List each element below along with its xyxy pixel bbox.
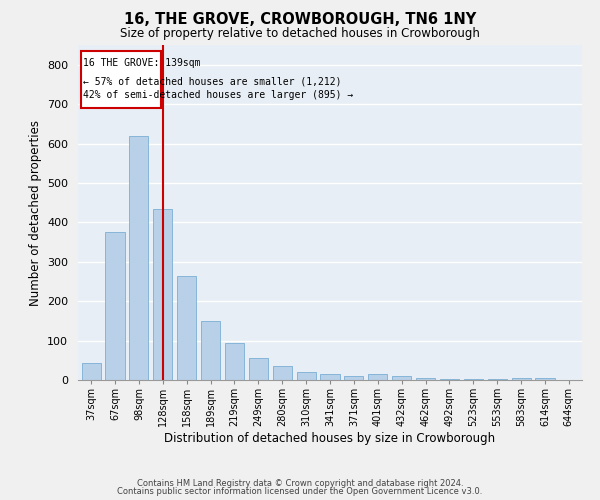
Bar (535, 378, 554, 380)
Y-axis label: Number of detached properties: Number of detached properties (29, 120, 41, 306)
Text: 16 THE GROVE: 139sqm: 16 THE GROVE: 139sqm (83, 58, 201, 68)
Text: Contains HM Land Registry data © Crown copyright and database right 2024.: Contains HM Land Registry data © Crown c… (137, 478, 463, 488)
Bar (177, 276, 196, 380)
Text: ← 57% of detached houses are smaller (1,212): ← 57% of detached houses are smaller (1,… (83, 76, 342, 86)
X-axis label: Distribution of detached houses by size in Crowborough: Distribution of detached houses by size … (164, 432, 496, 445)
Bar (296, 372, 316, 380)
Text: 16, THE GROVE, CROWBOROUGH, TN6 1NY: 16, THE GROVE, CROWBOROUGH, TN6 1NY (124, 12, 476, 28)
Bar (440, 379, 459, 380)
Text: Size of property relative to detached houses in Crowborough: Size of property relative to detached ho… (120, 28, 480, 40)
Bar (153, 208, 172, 380)
Text: 42% of semi-detached houses are larger (895) →: 42% of semi-detached houses are larger (… (83, 90, 354, 101)
Bar (392, 376, 411, 380)
Bar (82, 364, 101, 380)
Bar (272, 366, 292, 380)
Bar (464, 379, 483, 380)
Bar (249, 358, 268, 380)
FancyBboxPatch shape (81, 51, 161, 108)
Bar (344, 376, 364, 380)
Bar (225, 342, 244, 380)
Bar (416, 378, 435, 380)
Bar (512, 378, 530, 380)
Bar (320, 374, 340, 380)
Bar (106, 232, 125, 380)
Bar (368, 374, 388, 380)
Bar (488, 379, 507, 380)
Bar (201, 321, 220, 380)
Text: Contains public sector information licensed under the Open Government Licence v3: Contains public sector information licen… (118, 487, 482, 496)
Bar (130, 136, 148, 380)
